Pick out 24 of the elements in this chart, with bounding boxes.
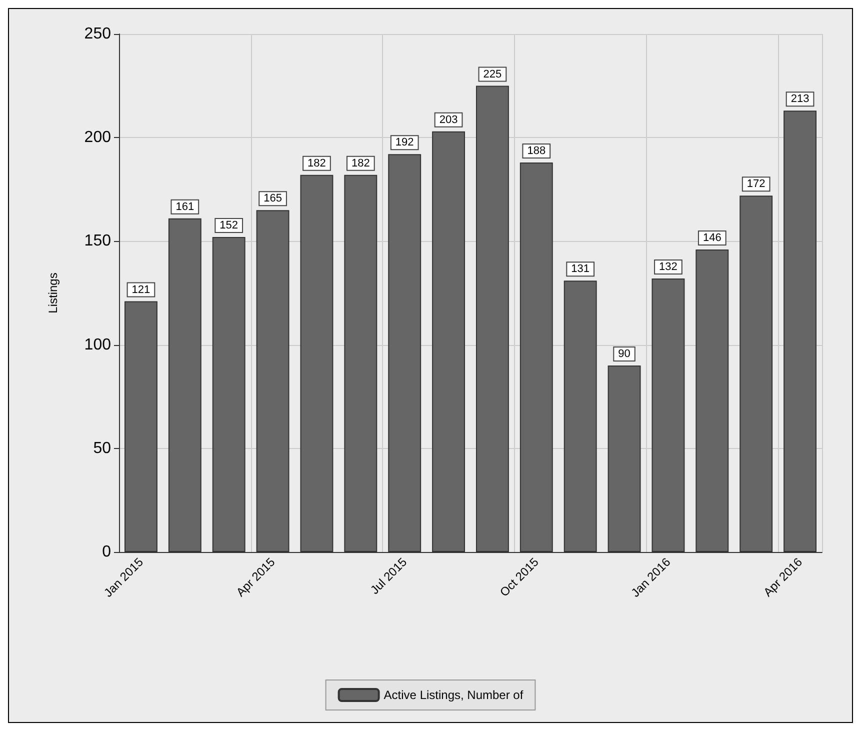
data-label: 161 [176,200,194,213]
y-tick-label: 150 [84,232,112,250]
data-label: 188 [527,144,546,157]
y-tick-label: 200 [84,129,112,146]
data-label: 182 [308,157,326,170]
data-label: 121 [132,284,150,296]
y-axis-title: Listings [46,272,60,314]
data-label: 146 [702,232,722,244]
data-label: 172 [746,178,766,190]
data-label: 165 [264,192,282,205]
data-label: 90 [618,348,630,360]
legend-label: Active Listings, Number of [384,688,524,702]
data-label: 203 [439,114,458,126]
data-label: 182 [351,157,370,170]
data-label: 213 [790,93,810,106]
data-label: 131 [571,263,590,276]
data-label: 132 [659,260,678,273]
y-tick-label: 100 [84,336,112,354]
data-label: 192 [395,136,414,149]
data-label: 152 [220,220,238,232]
y-tick-label: 50 [93,440,112,457]
y-tick-label: 250 [84,26,112,42]
y-tick-label: 0 [102,544,112,560]
data-label: 225 [483,68,502,80]
